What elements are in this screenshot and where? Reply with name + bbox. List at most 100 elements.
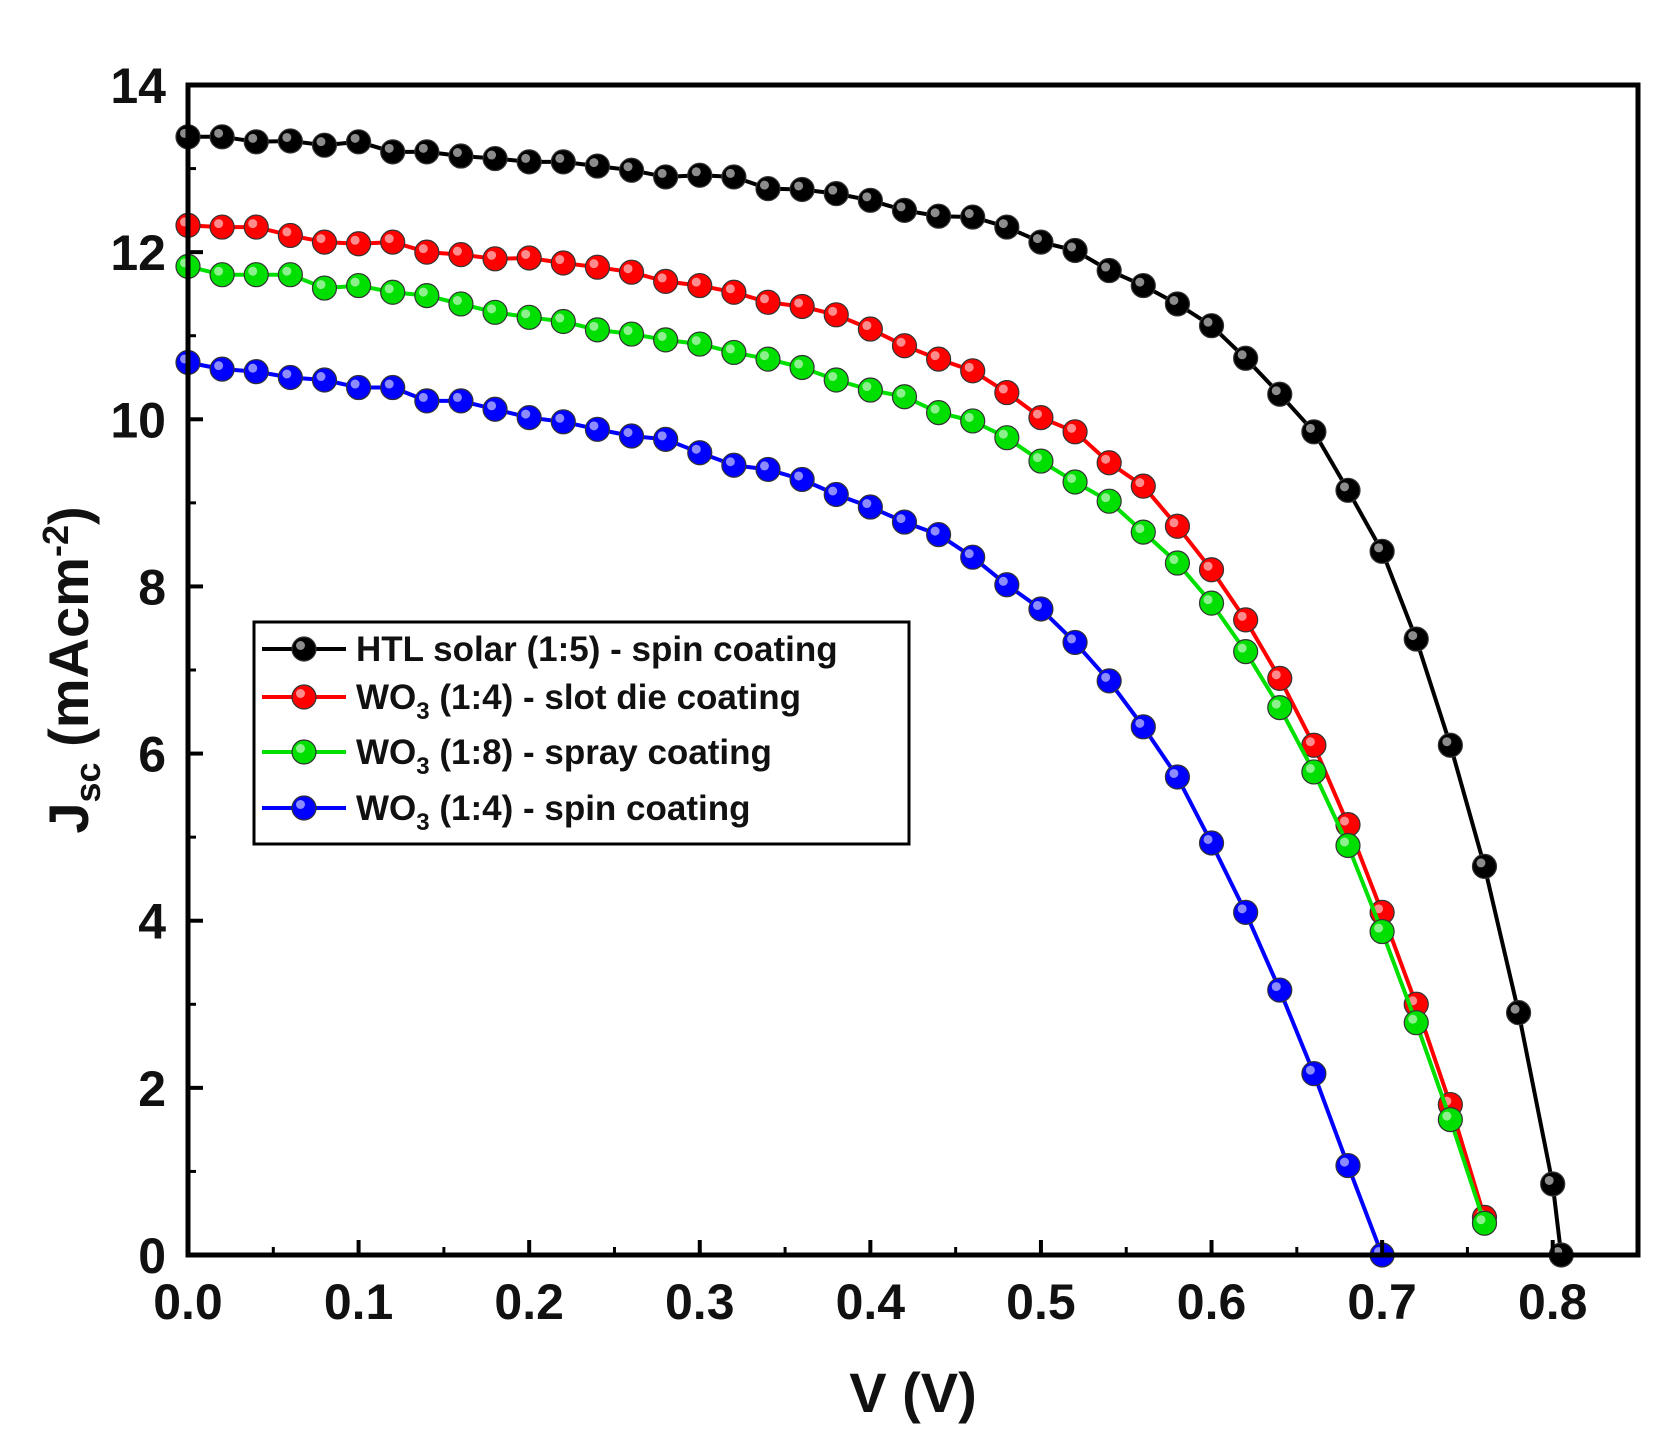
- data-point: [345, 231, 372, 257]
- data-point-highlight: [862, 499, 872, 509]
- data-point-highlight: [316, 234, 326, 244]
- legend-marker: [291, 684, 317, 710]
- data-point: [243, 214, 269, 240]
- data-point: [1198, 313, 1225, 339]
- y-tick-label: 0: [138, 1228, 166, 1284]
- data-point: [277, 364, 303, 391]
- data-point: [414, 139, 440, 165]
- data-point: [345, 374, 372, 401]
- data-point: [516, 405, 542, 431]
- data-point-highlight: [282, 132, 292, 142]
- data-point: [414, 283, 440, 309]
- data-point: [721, 164, 747, 190]
- data-point: [755, 456, 781, 483]
- data-point: [1233, 607, 1259, 633]
- data-point-highlight: [998, 219, 1008, 229]
- data-point: [482, 246, 508, 272]
- data-point-highlight: [1442, 737, 1452, 747]
- data-point-highlight: [555, 255, 565, 265]
- data-point-highlight: [1203, 317, 1213, 327]
- data-point-highlight: [828, 306, 838, 316]
- x-tick-label: 0.2: [494, 1274, 564, 1330]
- data-point: [345, 129, 372, 155]
- data-point-highlight: [1032, 453, 1042, 463]
- legend-label: WO3 (1:4) - spin coating: [356, 789, 750, 836]
- data-point-highlight: [1305, 763, 1315, 773]
- data-point-highlight: [1374, 923, 1384, 933]
- data-point-highlight: [930, 526, 940, 536]
- data-point: [209, 214, 235, 240]
- data-point: [925, 203, 952, 229]
- data-point-highlight: [1169, 555, 1179, 565]
- data-point-highlight: [828, 486, 838, 496]
- data-point-highlight: [521, 249, 531, 259]
- data-point: [1540, 1171, 1566, 1197]
- data-point: [823, 481, 849, 508]
- data-point: [277, 128, 303, 154]
- data-point-highlight: [418, 244, 428, 254]
- data-point-highlight: [725, 344, 735, 354]
- data-point-highlight: [1203, 595, 1213, 605]
- data-point-highlight: [1408, 1014, 1418, 1024]
- data-point-highlight: [418, 287, 428, 297]
- data-point-highlight: [282, 266, 292, 276]
- data-point: [1028, 229, 1054, 255]
- legend-label-main: HTL solar (1:5) - spin coating: [356, 630, 838, 669]
- data-point: [925, 522, 952, 548]
- data-point: [1369, 538, 1395, 564]
- data-point: [1301, 759, 1327, 785]
- data-point-highlight: [1374, 543, 1384, 553]
- data-point-highlight: [1340, 837, 1349, 847]
- data-point: [1301, 1061, 1327, 1087]
- data-point-highlight: [964, 209, 974, 219]
- data-point-highlight: [350, 133, 360, 143]
- data-point-highlight: [1237, 611, 1247, 621]
- axis-ticks: 0.0 0.1 0.2 0.3 0.4 0.5 0.6 0.7 0.8 0 2 4 6 8 10 12 14: [110, 58, 1587, 1330]
- data-point-highlight: [1510, 1004, 1520, 1014]
- data-point-highlight: [725, 457, 735, 467]
- data-point-highlight: [1237, 904, 1247, 914]
- data-point: [277, 222, 303, 249]
- data-point-highlight: [760, 351, 769, 361]
- legend-item: HTL solar (1:5) - spin coating: [262, 630, 838, 669]
- y-tick-label: 12: [110, 225, 166, 281]
- legend-label-subscript: 3: [416, 809, 429, 836]
- data-point: [1267, 665, 1293, 691]
- data-point: [482, 299, 508, 325]
- data-point-highlight: [691, 444, 701, 454]
- data-point-highlight: [862, 382, 872, 392]
- data-point-highlight: [1135, 478, 1145, 488]
- y-title-subscript: sc: [67, 762, 108, 802]
- data-point-highlight: [452, 246, 462, 256]
- data-point-highlight: [623, 326, 633, 336]
- data-point: [891, 384, 918, 410]
- data-point: [618, 423, 645, 449]
- data-point-highlight: [487, 304, 497, 314]
- legend-marker: [291, 636, 317, 662]
- data-point: [277, 262, 303, 288]
- data-point: [653, 426, 679, 452]
- data-point: [1164, 513, 1191, 539]
- data-point-highlight: [657, 168, 667, 178]
- data-point: [1437, 732, 1463, 758]
- data-point: [1267, 381, 1293, 407]
- legend-label-main: WO: [356, 733, 416, 772]
- data-point: [823, 302, 849, 328]
- data-point-highlight: [350, 379, 360, 389]
- data-point-highlight: [282, 227, 292, 237]
- data-point: [584, 317, 611, 343]
- data-point: [653, 327, 679, 353]
- data-point: [1471, 1210, 1498, 1236]
- data-point: [1062, 629, 1088, 656]
- data-point: [1335, 1152, 1361, 1179]
- data-point: [1369, 918, 1395, 945]
- data-point-highlight: [964, 362, 974, 372]
- data-point-highlight: [1032, 234, 1042, 244]
- data-point: [1403, 1010, 1429, 1036]
- data-point: [1096, 257, 1122, 284]
- data-point: [994, 425, 1020, 451]
- data-point-highlight: [828, 185, 838, 195]
- data-point-highlight: [589, 158, 599, 168]
- data-point-highlight: [452, 148, 462, 158]
- data-point-highlight: [896, 388, 906, 398]
